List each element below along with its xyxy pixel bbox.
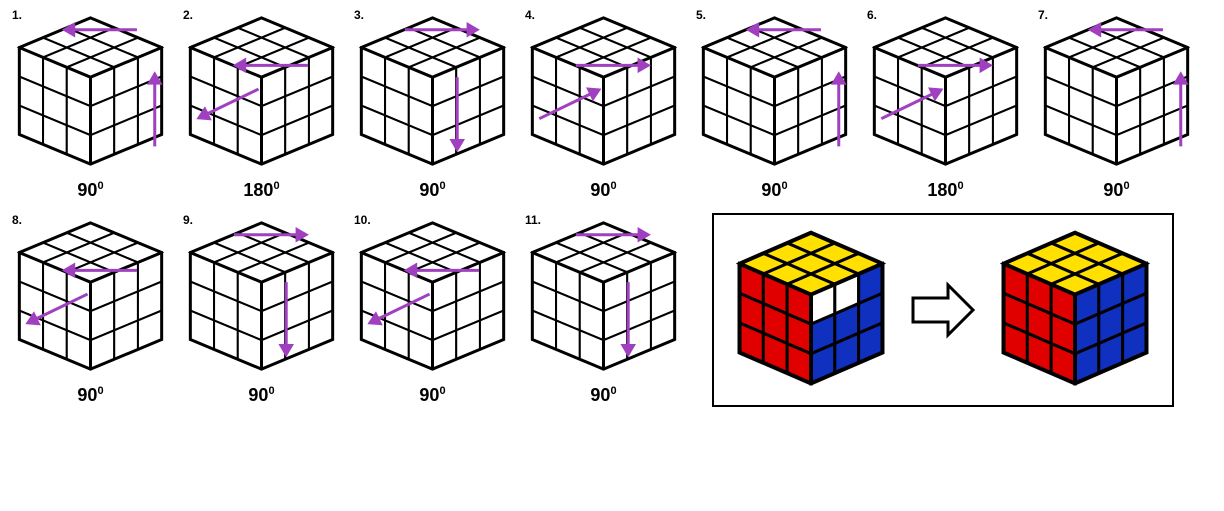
algorithm-step: 8. 900 <box>8 213 173 406</box>
result-box <box>712 213 1174 407</box>
rotation-angle: 1800 <box>927 180 963 201</box>
cube-step-svg <box>350 8 515 178</box>
cube-step-svg <box>521 213 686 383</box>
cube-step-svg <box>179 8 344 178</box>
cube-step-svg <box>1034 8 1199 178</box>
algorithm-step: 5. 900 <box>692 8 857 201</box>
step-number: 4. <box>525 8 535 22</box>
step-number: 1. <box>12 8 22 22</box>
algorithm-step: 3. 900 <box>350 8 515 201</box>
step-number: 10. <box>354 213 371 227</box>
diagram-root: 1. 900 2. 1800 3. 900 4. 900 5. 900 6. 1800 7. 900 8.… <box>8 8 1216 407</box>
cube-step-svg <box>8 213 173 383</box>
algorithm-step: 2. 1800 <box>179 8 344 201</box>
step-number: 5. <box>696 8 706 22</box>
rotation-angle: 900 <box>761 180 787 201</box>
algorithm-step: 1. 900 <box>8 8 173 201</box>
rotation-angle: 900 <box>1103 180 1129 201</box>
rotation-angle: 900 <box>590 385 616 406</box>
algorithm-step: 10. 900 <box>350 213 515 406</box>
cube-step-svg <box>692 8 857 178</box>
rotation-angle: 900 <box>77 385 103 406</box>
result-cube-svg <box>726 225 896 395</box>
rotation-angle: 1800 <box>243 180 279 201</box>
step-number: 6. <box>867 8 877 22</box>
step-row-1: 1. 900 2. 1800 3. 900 4. 900 5. 900 6. 1800 7. 900 <box>8 8 1216 201</box>
algorithm-step: 4. 900 <box>521 8 686 201</box>
step-number: 8. <box>12 213 22 227</box>
algorithm-step: 9. 900 <box>179 213 344 406</box>
step-row-2: 8. 900 9. 900 10. 900 11. 900 <box>8 213 1216 407</box>
cube-step-svg <box>863 8 1028 178</box>
step-number: 11. <box>525 213 541 227</box>
algorithm-step: 7. 900 <box>1034 8 1199 201</box>
cube-step-svg <box>350 213 515 383</box>
step-number: 3. <box>354 8 364 22</box>
cube-step-svg <box>179 213 344 383</box>
rotation-angle: 900 <box>590 180 616 201</box>
rotation-angle: 900 <box>419 180 445 201</box>
rotation-angle: 900 <box>248 385 274 406</box>
step-number: 2. <box>183 8 193 22</box>
rotation-angle: 900 <box>77 180 103 201</box>
algorithm-step: 11. 900 <box>521 213 686 406</box>
step-number: 9. <box>183 213 193 227</box>
algorithm-step: 6. 1800 <box>863 8 1028 201</box>
transition-arrow-icon <box>908 280 978 340</box>
cube-step-svg <box>521 8 686 178</box>
result-cube-svg <box>990 225 1160 395</box>
cube-step-svg <box>8 8 173 178</box>
rotation-angle: 900 <box>419 385 445 406</box>
step-number: 7. <box>1038 8 1048 22</box>
